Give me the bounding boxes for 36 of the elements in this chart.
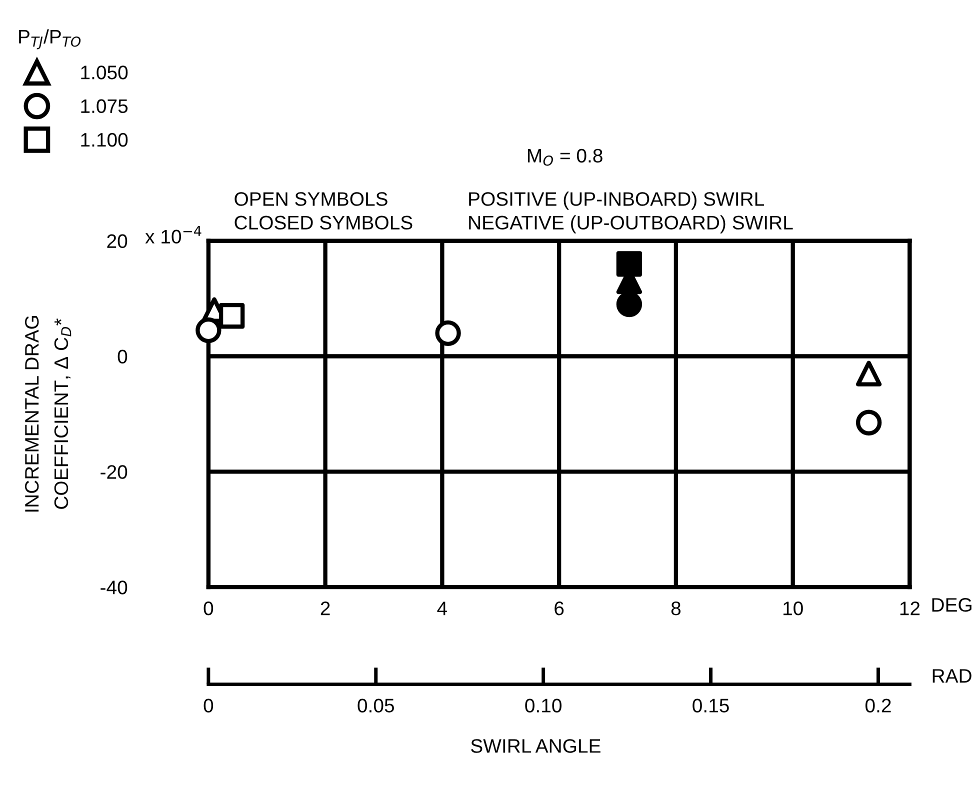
x-tick-label: 10 [784,602,803,616]
x-tick-label: 8 [671,602,681,616]
point [218,303,245,329]
x-axis-title: DEG [932,598,972,612]
text: OPEN SYMBOLS [234,192,388,206]
legend-title: P$_{TJ}$/P$_{TO}$ [19,29,81,50]
x-tick-label: 2 [320,602,330,616]
x2-tick-label: 0.15 [692,698,729,712]
point [196,317,222,344]
x2-tick-label: 0 [204,698,214,712]
x-tick-label: 0 [204,602,214,616]
x2-axis-title: RAD [932,669,972,683]
x-tick-label: 6 [554,602,564,616]
text: SWIRL ANGLE [471,739,600,753]
text: M$_{O}$ = 0.8 [528,148,602,166]
text: POSITIVE (UP-INBOARD) SWIRL [469,192,764,210]
point [856,360,882,386]
x2-tick-label: 0.2 [865,698,891,712]
y-tick-label: 0 [118,350,128,364]
point [435,320,461,346]
y-tick-label: -40 [100,580,128,594]
y-axis-title: INCREMENTAL DRAG COEFFICIENT, Δ C$_{D}$* [24,316,72,512]
legend-label: 1.100 [81,132,128,147]
y-tick-label: 20 [107,234,128,248]
legend-label: 1.050 [81,66,128,80]
x-tick-label: 12 [900,602,920,616]
text: NEGATIVE (UP-OUTBOARD) SWIRL [469,215,793,234]
x-tick-label: 4 [437,602,448,616]
text: CLOSED SYMBOLS [234,216,412,230]
x2-tick-label: 0.10 [525,698,562,712]
y-tick-label: -20 [100,465,128,479]
point [616,251,642,277]
text: x 10$^{−4}$ [145,226,202,244]
point [856,410,882,436]
x2-tick-label: 0.05 [358,698,394,712]
legend-label: 1.075 [81,99,128,114]
